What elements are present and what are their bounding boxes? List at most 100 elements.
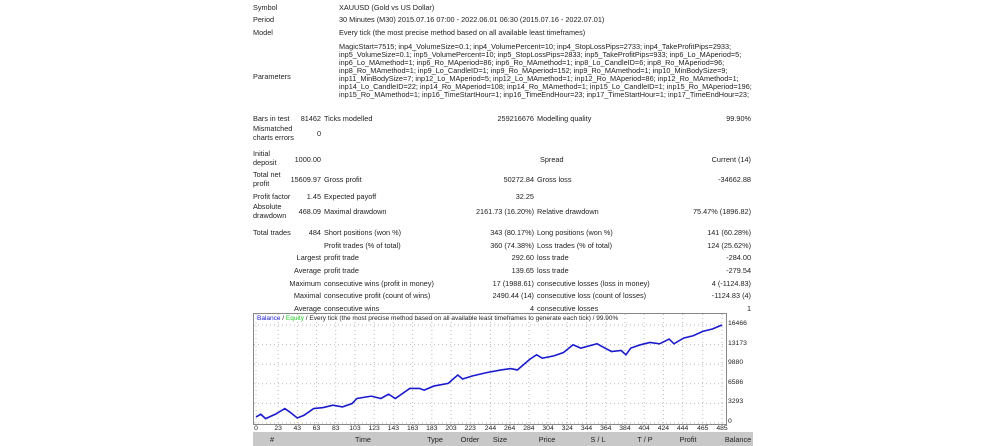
- model-value: Every tick (the most precise method base…: [339, 28, 586, 37]
- column-header[interactable]: Type: [427, 435, 443, 444]
- x-tick-label: 163: [406, 425, 419, 432]
- trades-table-header: # Time Type Order Size Price S / L T / P Profit B…: [253, 432, 753, 446]
- x-tick-label: 43: [293, 425, 302, 432]
- spread-value: Current (14): [711, 155, 751, 164]
- bars-value: 81462: [300, 114, 321, 123]
- y-tick-label: 3293: [728, 398, 744, 406]
- x-tick-label: 444: [676, 425, 689, 432]
- maximal-consec-profit-value: 2490.44 (14): [492, 291, 534, 300]
- quality-value: 99.90%: [726, 114, 751, 123]
- relative-drawdown-label: Relative drawdown: [537, 207, 599, 216]
- short-positions-label: Short positions (won %): [324, 228, 402, 237]
- parameters-label: Parameters: [253, 72, 291, 81]
- column-header[interactable]: Balance: [724, 435, 752, 444]
- avg-consec-losses-label: consecutive losses: [537, 304, 599, 313]
- legend-equity: Equity: [285, 315, 304, 322]
- initial-deposit-value: 1000.00: [294, 155, 321, 164]
- ticks-value: 259216676: [497, 114, 534, 123]
- maximal-label: Maximal: [293, 291, 321, 300]
- largest-label: Largest: [296, 253, 321, 262]
- maximal-drawdown-label: Maximal drawdown: [324, 207, 387, 216]
- max-consec-wins-label: consecutive wins (profit in money): [324, 279, 434, 288]
- symbol-label: Symbol: [253, 3, 278, 12]
- maximal-consec-loss-value: -1124.83 (4): [711, 291, 751, 300]
- ticks-label: Ticks modelled: [324, 114, 373, 123]
- parameters-value: MagicStart=7515; inp4_VolumeSize=0.1; in…: [339, 42, 752, 99]
- long-positions-value: 141 (60.28%): [707, 228, 751, 237]
- legend-balance: Balance: [257, 315, 281, 322]
- column-header[interactable]: Profit: [679, 435, 697, 444]
- average-loss-value: -279.54: [726, 266, 751, 275]
- column-header[interactable]: Order: [460, 435, 480, 444]
- x-tick-label: 344: [580, 425, 593, 432]
- maximal-consec-loss-label: consecutive loss (count of losses): [537, 291, 647, 300]
- expected-payoff-label: Expected payoff: [324, 192, 377, 201]
- largest-loss-label: loss trade: [537, 253, 569, 262]
- total-trades-value: 484: [308, 228, 321, 237]
- profit-factor-label: Profit factor: [253, 192, 291, 201]
- maximal-drawdown-value: 2161.73 (16.20%): [475, 207, 534, 216]
- x-tick-label: 223: [464, 425, 476, 432]
- x-tick-label: 123: [368, 425, 380, 432]
- x-tick-label: 264: [503, 425, 516, 432]
- column-header[interactable]: Price: [538, 435, 556, 444]
- max-consec-wins-value: 17 (1988.61): [492, 279, 534, 288]
- x-tick-label: 284: [523, 425, 535, 432]
- loss-trades-value: 124 (25.62%): [707, 241, 751, 250]
- average-profit-label: profit trade: [324, 266, 359, 275]
- absolute-drawdown-value: 468.09: [298, 207, 321, 216]
- x-tick-label: 244: [484, 425, 497, 432]
- x-tick-label: 183: [426, 425, 438, 432]
- y-tick-label: 16466: [728, 320, 747, 327]
- largest-profit-label: profit trade: [324, 253, 359, 262]
- net-profit-label: Total net profit: [253, 170, 281, 188]
- x-tick-label: 465: [697, 425, 709, 432]
- net-profit-value: 15609.97: [290, 175, 321, 184]
- balance-line: [255, 324, 723, 420]
- profit-factor-value: 1.45: [306, 192, 321, 201]
- column-header[interactable]: Time: [355, 435, 371, 444]
- x-tick-label: 23: [274, 425, 282, 432]
- average-profit-value: 139.65: [511, 266, 534, 275]
- column-header[interactable]: S / L: [590, 435, 606, 444]
- short-positions-value: 343 (80.17%): [490, 228, 534, 237]
- long-positions-label: Long positions (won %): [537, 228, 613, 237]
- max-consec-losses-label: consecutive losses (loss in money): [537, 279, 650, 288]
- mismatched-value: 0: [316, 129, 321, 138]
- period-label: Period: [253, 15, 275, 24]
- average-consec-label: Average: [293, 304, 321, 313]
- x-tick-label: 143: [387, 425, 400, 432]
- column-header[interactable]: T / P: [637, 435, 653, 444]
- y-tick-label: 9880: [728, 359, 744, 367]
- period-value: 30 Minutes (M30) 2015.07.16 07:00 - 2022…: [339, 15, 605, 24]
- gross-loss-value: -34662.88: [718, 175, 751, 184]
- chart-legend: Balance / Equity / Every tick (the most …: [257, 315, 619, 322]
- y-tick-label: 6586: [728, 378, 744, 386]
- largest-profit-value: 292.60: [511, 253, 534, 262]
- bars-label: Bars in test: [253, 114, 290, 123]
- maximal-consec-profit-label: consecutive profit (count of wins): [324, 291, 431, 300]
- expected-payoff-value: 32.25: [515, 192, 534, 201]
- x-tick-label: 304: [542, 425, 554, 432]
- avg-consec-wins-value: 4: [529, 304, 534, 313]
- avg-consec-wins-label: consecutive wins: [324, 304, 380, 313]
- absolute-drawdown-label: Absolute drawdown: [253, 202, 287, 220]
- mismatched-label: Mismatched charts errors: [253, 124, 294, 142]
- maximum-label: Maximum: [289, 279, 321, 288]
- x-tick-label: 324: [561, 425, 573, 432]
- x-tick-label: 203: [445, 425, 457, 432]
- x-tick-label: 424: [657, 425, 670, 432]
- loss-trades-label: Loss trades (% of total): [537, 241, 613, 250]
- x-tick-label: 103: [349, 425, 361, 432]
- y-tick-label: 0: [728, 418, 732, 425]
- chart-plot: [254, 314, 726, 424]
- profit-trades-label: Profit trades (% of total): [324, 241, 401, 250]
- column-header[interactable]: Size: [492, 435, 508, 444]
- quality-label: Modelling quality: [537, 114, 592, 123]
- x-tick-label: 0: [254, 425, 258, 432]
- column-header[interactable]: #: [269, 435, 275, 444]
- average-label: Average: [293, 266, 321, 275]
- balance-chart: Balance / Equity / Every tick (the most …: [253, 313, 727, 425]
- gross-profit-value: 50272.84: [503, 175, 534, 184]
- max-consec-losses-value: 4 (-1124.83): [711, 279, 751, 288]
